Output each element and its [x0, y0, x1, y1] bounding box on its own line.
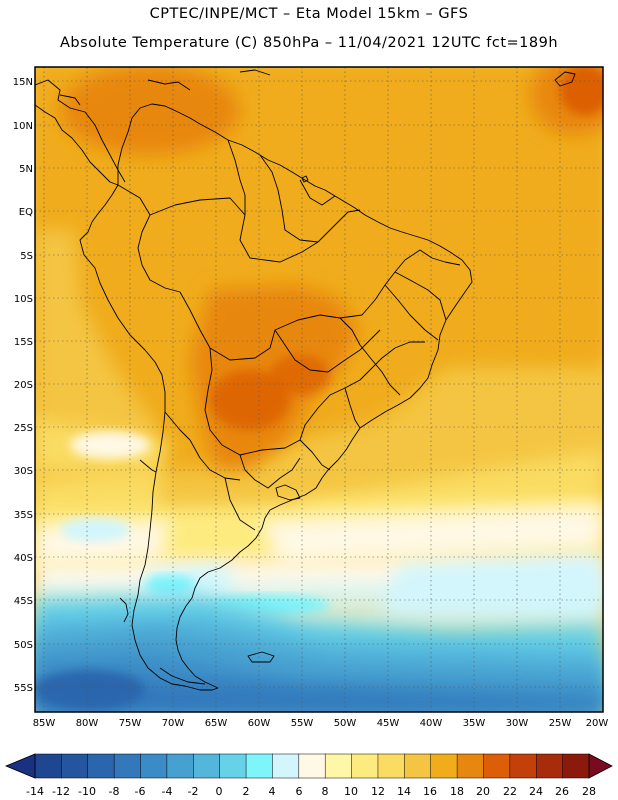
colorbar-label: 4 — [269, 785, 276, 798]
colorbar-swatch — [535, 753, 564, 779]
colorbar-swatch — [324, 753, 353, 779]
colorbar-label: 0 — [216, 785, 223, 798]
lat-label: 5S — [20, 251, 33, 262]
colorbar-label: 20 — [476, 785, 490, 798]
temperature-field — [35, 67, 603, 712]
colorbar-swatch — [351, 753, 379, 779]
lon-label: 20W — [586, 718, 609, 729]
lon-label: 55W — [291, 718, 314, 729]
colorbar-label: -2 — [188, 785, 199, 798]
colorbar-label: 10 — [344, 785, 358, 798]
colorbar-label: 2 — [243, 785, 250, 798]
colorbar-label: -6 — [135, 785, 146, 798]
colorbar-swatch — [87, 753, 115, 779]
colorbar-high-arrow — [588, 753, 613, 779]
colorbar-swatch — [298, 753, 326, 779]
lat-label: 5N — [19, 164, 33, 175]
colorbar-swatch — [166, 753, 194, 779]
lat-label: 10N — [13, 121, 33, 132]
colorbar-label: 22 — [503, 785, 517, 798]
colorbar-label: 8 — [322, 785, 329, 798]
lat-label: 25S — [14, 423, 33, 434]
colorbar-label: 18 — [450, 785, 464, 798]
chart-title-line2: Absolute Temperature (C) 850hPa – 11/04/… — [59, 35, 559, 51]
colorbar-label: -14 — [26, 785, 44, 798]
colorbar-swatch — [377, 753, 405, 779]
lon-label: 75W — [119, 718, 142, 729]
lon-label: 45W — [377, 718, 400, 729]
colorbar-swatch — [483, 753, 511, 779]
lon-label: 25W — [549, 718, 572, 729]
lon-label: 85W — [33, 718, 56, 729]
colorbar-label: -12 — [52, 785, 70, 798]
lon-label: 65W — [205, 718, 228, 729]
lat-label: 50S — [14, 640, 33, 651]
colorbar-label: 12 — [371, 785, 385, 798]
colorbar-labels: -14 -12 -10 -8 -6 -4 -2 0 2 4 6 8 10 12 … — [26, 785, 596, 798]
colorbar-swatch — [34, 753, 62, 779]
colorbar-swatch — [245, 753, 273, 779]
lat-label: 10S — [14, 294, 33, 305]
lat-label: 20S — [14, 380, 33, 391]
lon-label: 60W — [248, 718, 271, 729]
colorbar-swatch — [562, 753, 590, 779]
colorbar-swatch — [219, 753, 247, 779]
colorbar-label: 26 — [555, 785, 569, 798]
colorbar-label: -10 — [78, 785, 96, 798]
lat-label: 15S — [14, 337, 33, 348]
colorbar-swatch — [61, 753, 89, 779]
lat-label: 55S — [14, 683, 33, 694]
colorbar-swatch — [509, 753, 537, 779]
colorbar-label: 24 — [529, 785, 543, 798]
lon-label: 50W — [334, 718, 357, 729]
colorbar-label: 16 — [423, 785, 437, 798]
lat-label: 35S — [14, 510, 33, 521]
colorbar-swatch — [272, 753, 300, 779]
chart-title-line1: CPTEC/INPE/MCT – Eta Model 15km – GFS — [149, 6, 469, 22]
lon-label: 40W — [420, 718, 443, 729]
colorbar-swatch — [430, 753, 458, 779]
lat-label: 40S — [14, 553, 33, 564]
colorbar-swatch — [404, 753, 432, 779]
coastline-and-borders — [35, 69, 576, 691]
lat-label: EQ — [19, 207, 33, 218]
colorbar-swatch — [140, 753, 168, 779]
latitude-axis: 15N 10N 5N EQ 5S 10S 15S 20S 25S 30S 35S… — [13, 77, 33, 694]
lat-label: 15N — [13, 77, 33, 88]
lat-label: 30S — [14, 466, 33, 477]
lon-label: 80W — [76, 718, 99, 729]
colorbar-low-arrow — [4, 753, 36, 779]
lon-label: 35W — [463, 718, 486, 729]
colorbar-swatch — [456, 753, 485, 779]
colorbar-label: -8 — [109, 785, 120, 798]
lon-label: 30W — [506, 718, 529, 729]
colorbar-swatch — [113, 753, 142, 779]
map-frame — [34, 66, 604, 713]
colorbar-label: -4 — [162, 785, 173, 798]
colorbar-swatches — [34, 753, 590, 779]
lon-label: 70W — [162, 718, 185, 729]
colorbar-label: 14 — [397, 785, 411, 798]
lat-label: 45S — [14, 596, 33, 607]
colorbar-label: 28 — [582, 785, 596, 798]
longitude-axis: 85W 80W 75W 70W 65W 60W 55W 50W 45W 40W … — [33, 718, 609, 729]
colorbar-label: 6 — [296, 785, 303, 798]
colorbar-swatch — [193, 753, 221, 779]
